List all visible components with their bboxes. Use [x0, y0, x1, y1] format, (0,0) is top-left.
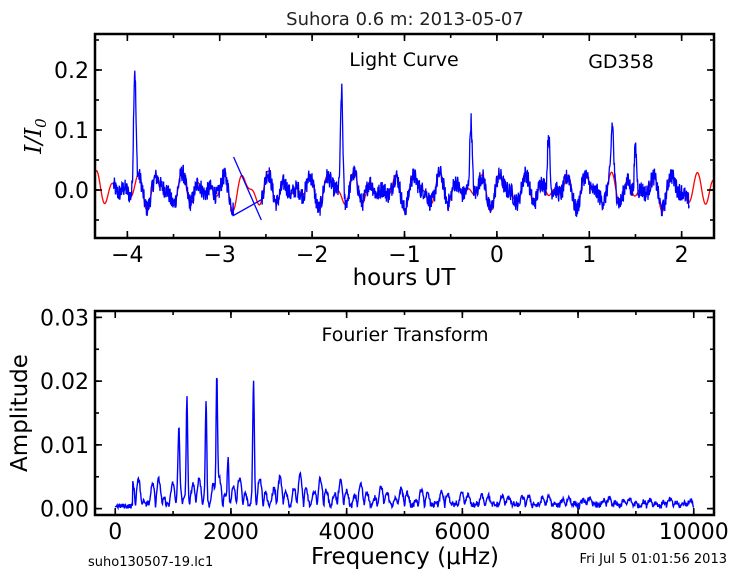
x-tick-label: 0 [108, 520, 122, 545]
footer-filename: suho130507-19.lc1 [88, 555, 213, 570]
x-tick-label: −2 [296, 243, 328, 268]
x-tick-label: −4 [111, 243, 143, 268]
y-tick-label: 0.0 [54, 179, 89, 204]
y-tick-label: 0.02 [40, 370, 89, 395]
light-curve-annotation: Light Curve [349, 49, 459, 71]
x-tick-label: −1 [388, 243, 420, 268]
light-curve-ticks: −4 −3 −2 −1 0 1 2 0.0 0.1 0.2 [54, 34, 714, 268]
y-tick-label: 0.00 [40, 498, 89, 523]
fourier-ylabel: Amplitude [7, 354, 33, 472]
light-curve-plot-area [95, 70, 714, 221]
fourier-plot-area [114, 377, 695, 511]
x-tick-label: −3 [204, 243, 236, 268]
fourier-panel: 0 2000 4000 6000 8000 10000 0.00 0.01 0.02 0.03 F… [7, 306, 729, 570]
svg-text:I/I0: I/I0 [21, 118, 50, 155]
light-curve-ylabel: I/I0 [21, 118, 50, 155]
x-tick-label: 2 [675, 243, 689, 268]
fourier-amplitude-spectrum [114, 377, 695, 511]
x-tick-label: 4000 [319, 520, 375, 545]
observed-light-curve-blue [112, 70, 690, 221]
fourier-ticks: 0 2000 4000 6000 8000 10000 0.00 0.01 0.02 0.03 [40, 306, 729, 545]
fourier-annotation: Fourier Transform [321, 324, 488, 346]
x-tick-label: 0 [490, 243, 504, 268]
y-tick-label: 0.01 [40, 434, 89, 459]
y-tick-label: 0.03 [40, 306, 89, 331]
object-label: GD358 [588, 51, 654, 73]
x-tick-label: 1 [582, 243, 596, 268]
x-tick-label: 2000 [203, 520, 259, 545]
light-curve-panel: −4 −3 −2 −1 0 1 2 0.0 0.1 0.2 Light Curve GD358 h… [21, 32, 716, 291]
x-tick-label: 6000 [434, 520, 490, 545]
footer-timestamp: Fri Jul 5 01:01:56 2013 [580, 552, 727, 567]
fourier-xlabel: Frequency (μHz) [311, 544, 499, 570]
figure-title: Suhora 0.6 m: 2013-05-07 [286, 9, 524, 30]
y-tick-label: 0.2 [54, 59, 89, 84]
x-tick-label: 8000 [550, 520, 606, 545]
x-tick-label: 10000 [659, 520, 729, 545]
y-tick-label: 0.1 [54, 119, 89, 144]
light-curve-xlabel: hours UT [353, 265, 457, 291]
